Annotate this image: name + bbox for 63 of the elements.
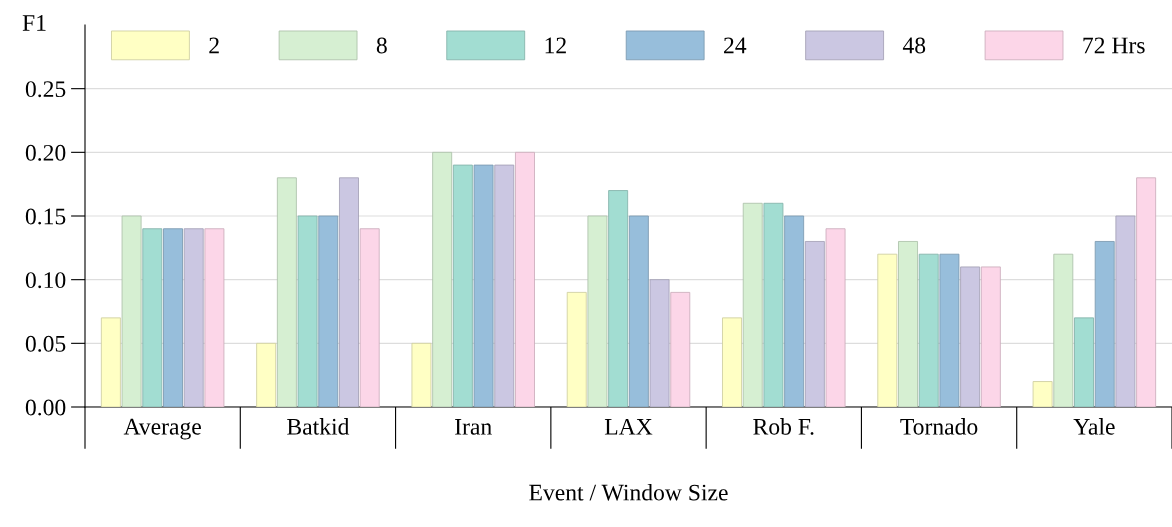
bar xyxy=(1053,253,1074,407)
bar xyxy=(670,291,691,407)
x-tick-label: Average xyxy=(123,418,201,440)
bar xyxy=(204,228,225,407)
x-tick-label: Rob F. xyxy=(753,418,814,435)
x-tick-label: Batkid xyxy=(287,418,350,435)
x-tick-label: LAX xyxy=(604,418,653,435)
bar xyxy=(318,215,339,407)
bar xyxy=(939,253,960,407)
legend-label: 12 xyxy=(545,37,566,54)
bar xyxy=(898,241,918,407)
bar xyxy=(722,317,742,407)
legend-label: 24 xyxy=(724,37,747,54)
y-tick-label: 0.00 xyxy=(25,399,66,416)
bar xyxy=(804,241,825,407)
bar xyxy=(515,151,535,407)
bar xyxy=(183,228,204,407)
x-axis-title: Event / Window Size xyxy=(529,483,728,501)
bar xyxy=(649,279,670,407)
bar xyxy=(566,291,587,407)
bar xyxy=(494,164,515,407)
bar xyxy=(339,177,359,407)
bar xyxy=(877,253,898,407)
bar xyxy=(1115,215,1136,407)
bar xyxy=(1094,241,1115,407)
bar xyxy=(411,342,432,407)
legend-label: 72 Hrs xyxy=(1083,37,1145,54)
x-tick-label: Yale xyxy=(1073,418,1115,435)
bar xyxy=(763,202,784,407)
legend-label: 8 xyxy=(376,37,387,54)
y-axis-title: F1 xyxy=(22,15,46,31)
y-tick-label: 0.20 xyxy=(25,144,66,161)
bar xyxy=(121,215,142,407)
bar xyxy=(825,228,846,407)
bar xyxy=(1074,317,1094,407)
bar xyxy=(297,215,318,407)
x-tick-label: Tornado xyxy=(900,418,978,435)
bar xyxy=(960,266,981,407)
y-tick-label: 0.15 xyxy=(25,208,66,225)
bar xyxy=(608,190,629,407)
y-tick-label: 0.05 xyxy=(25,335,66,352)
bar xyxy=(1032,381,1053,407)
bar xyxy=(359,228,380,407)
bar xyxy=(100,317,121,407)
bar xyxy=(432,151,453,407)
x-tick-label: Iran xyxy=(455,419,492,435)
bar xyxy=(1136,177,1157,407)
bar xyxy=(742,202,763,407)
bar xyxy=(918,253,939,407)
bar xyxy=(980,266,1001,407)
bar xyxy=(784,215,805,407)
bar xyxy=(142,228,163,407)
bar xyxy=(587,215,608,407)
bar xyxy=(276,177,297,407)
legend-label: 2 xyxy=(209,37,219,54)
bar xyxy=(452,164,473,407)
bar xyxy=(473,164,494,407)
y-tick-label: 0.10 xyxy=(25,272,66,289)
bar xyxy=(163,228,183,407)
bar xyxy=(628,215,649,407)
legend-label: 48 xyxy=(902,37,926,54)
y-tick-label: 0.25 xyxy=(25,81,66,98)
bar xyxy=(256,342,277,407)
